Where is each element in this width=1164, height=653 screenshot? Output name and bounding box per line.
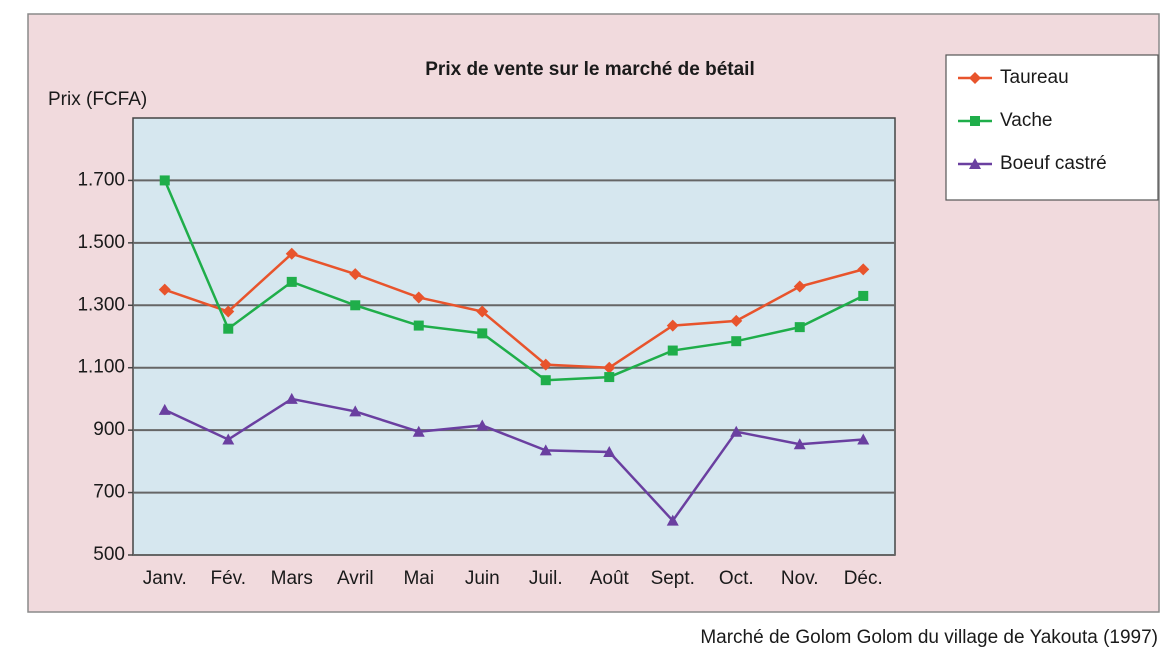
data-point bbox=[793, 280, 806, 293]
data-point bbox=[667, 345, 678, 356]
data-point bbox=[603, 445, 616, 457]
data-point bbox=[222, 433, 235, 445]
data-point bbox=[158, 283, 171, 296]
legend-marker bbox=[970, 116, 980, 126]
data-point bbox=[539, 444, 552, 456]
legend-label: Taureau bbox=[1000, 67, 1069, 88]
data-point bbox=[285, 247, 298, 260]
data-point bbox=[730, 425, 743, 437]
data-point bbox=[540, 375, 551, 386]
data-point bbox=[412, 291, 425, 304]
data-point bbox=[857, 433, 870, 445]
series-line bbox=[164, 397, 864, 523]
x-tick-label: Avril bbox=[337, 568, 374, 589]
data-point bbox=[349, 268, 362, 281]
data-point bbox=[539, 358, 552, 371]
x-tick-label: Oct. bbox=[719, 568, 754, 589]
data-point bbox=[413, 320, 424, 331]
data-point bbox=[666, 514, 679, 526]
x-tick-label: Juil. bbox=[529, 568, 563, 589]
data-point bbox=[476, 305, 489, 318]
series-line bbox=[163, 179, 864, 382]
data-point bbox=[159, 175, 170, 186]
y-tick-label: 1.300 bbox=[77, 294, 125, 315]
data-point bbox=[158, 403, 171, 415]
x-tick-label: Nov. bbox=[781, 568, 819, 589]
data-point bbox=[858, 290, 869, 301]
data-point bbox=[223, 323, 234, 334]
y-tick-label: 1.500 bbox=[77, 232, 125, 253]
data-point bbox=[350, 300, 361, 311]
y-tick-label: 500 bbox=[93, 544, 125, 565]
data-point bbox=[794, 322, 805, 333]
data-point bbox=[793, 438, 806, 450]
legend-marker bbox=[969, 158, 981, 169]
data-point bbox=[412, 425, 425, 437]
y-tick-label: 1.700 bbox=[77, 169, 125, 190]
data-point bbox=[476, 419, 489, 431]
x-tick-label: Sept. bbox=[651, 568, 695, 589]
x-tick-label: Août bbox=[590, 568, 630, 589]
series-line bbox=[164, 252, 864, 369]
legend-label: Boeuf castré bbox=[1000, 153, 1107, 174]
data-point bbox=[349, 405, 362, 417]
chart-title: Prix de vente sur le marché de bétail bbox=[425, 59, 754, 80]
data-point bbox=[477, 328, 488, 339]
legend-label: Vache bbox=[1000, 110, 1052, 131]
data-point bbox=[286, 276, 297, 287]
data-point bbox=[730, 314, 743, 327]
legend-marker bbox=[969, 72, 981, 84]
y-axis-title: Prix (FCFA) bbox=[48, 89, 147, 110]
data-point bbox=[222, 305, 235, 318]
x-tick-label: Mars bbox=[271, 568, 313, 589]
x-tick-label: Mai bbox=[403, 568, 434, 589]
data-point bbox=[603, 361, 616, 374]
x-tick-label: Déc. bbox=[844, 568, 883, 589]
x-tick-label: Janv. bbox=[143, 568, 187, 589]
source-caption: Marché de Golom Golom du village de Yako… bbox=[700, 627, 1158, 648]
y-tick-label: 900 bbox=[93, 419, 125, 440]
y-tick-label: 700 bbox=[93, 482, 125, 503]
data-point bbox=[857, 263, 870, 276]
y-tick-label: 1.100 bbox=[77, 357, 125, 378]
data-point bbox=[731, 336, 742, 347]
data-point bbox=[285, 392, 298, 404]
x-tick-label: Juin bbox=[465, 568, 500, 589]
x-tick-label: Fév. bbox=[210, 568, 246, 589]
data-point bbox=[666, 319, 679, 332]
data-point bbox=[604, 372, 615, 383]
